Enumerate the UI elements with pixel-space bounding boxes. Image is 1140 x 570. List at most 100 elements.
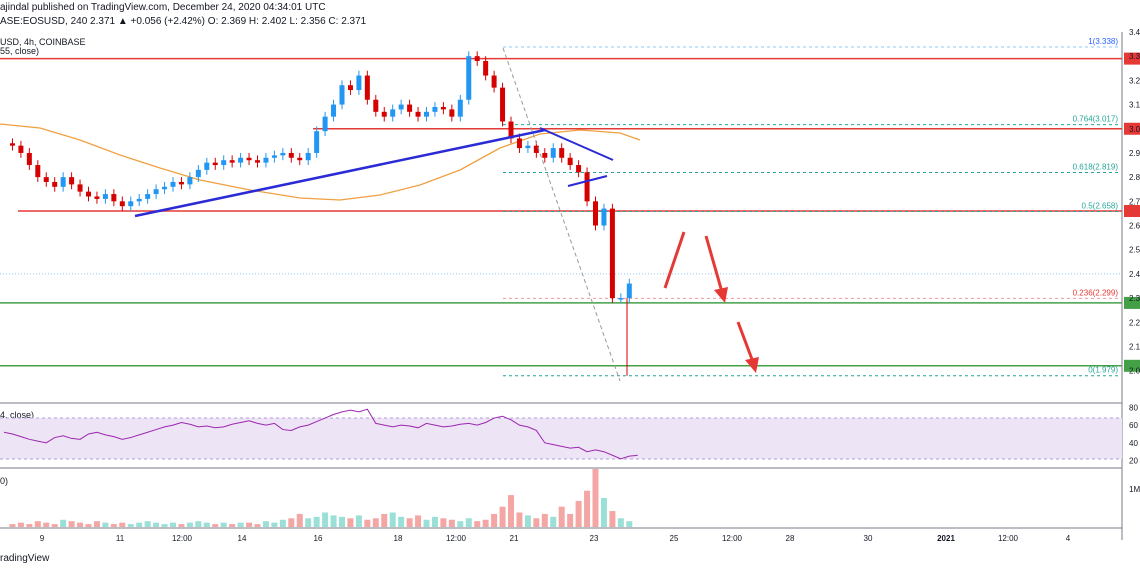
volume-bar [17,522,24,527]
candle-body [246,157,252,161]
candle-body [593,201,598,226]
candle-body [60,177,66,187]
volume-bar [296,513,303,527]
resistance-level-tag [1124,205,1140,217]
volume-bar [305,518,312,527]
fib-label: 0(1.979) [1088,366,1118,375]
volume-bar [541,513,548,527]
rsi-tick: 20 [1129,457,1138,466]
candle-body [533,145,539,153]
volume-bar [212,524,219,527]
price-tick: 3.0 [1129,125,1140,134]
candle-body [542,152,548,158]
volume-bar [431,516,438,527]
volume-bar [626,521,633,527]
candle-body [128,201,134,207]
time-tick: 12:00 [722,534,743,543]
fib-label: 0.764(3.017) [1073,115,1119,124]
volume-bar [288,518,295,527]
volume-bar [237,522,244,527]
time-tick: 21 [510,534,519,543]
support-level-tag [1124,296,1140,309]
candle-body [221,160,227,166]
price-tick: 2.5 [1129,246,1140,255]
candle-body [136,198,142,202]
fib-label: 0.618(2.819) [1073,163,1119,172]
volume-bar [600,498,607,527]
candle-body [271,155,277,158]
volume-bar [26,524,33,527]
volume-bar [119,522,126,527]
volume-bar [516,512,523,527]
candle-body [204,162,210,170]
volume-bar [330,515,337,527]
volume-bar [617,518,624,527]
candle-body [567,157,573,166]
time-tick: 14 [238,534,247,543]
time-tick: 2021 [937,534,955,543]
volume-bar [567,513,574,527]
candle-body [550,148,556,158]
candle-body [162,186,168,190]
price-tick: 3.2 [1129,76,1140,85]
volume-bar [508,495,514,527]
candle-body [238,157,244,163]
time-tick: 12:00 [172,534,193,543]
volume-bar [262,521,269,527]
candle-body [255,160,260,163]
candle-body [525,145,531,149]
volume-bar [355,515,362,527]
candle-body [373,99,379,112]
resistance-level-tag [1124,122,1140,135]
fib-label: 0.5(2.658) [1082,201,1119,210]
volume-bar [34,521,41,527]
candle-body [424,111,429,117]
volume-bar [127,524,134,527]
candle-body [618,298,624,300]
volume-bar [110,524,117,527]
ascending-trendline[interactable] [134,128,546,218]
volume-bar [465,518,472,527]
triangle-lower-line[interactable] [567,175,608,187]
publish-info: ajindal published on TradingView.com, De… [0,2,326,13]
candle-body [26,152,32,166]
triangle-upper-line[interactable] [539,127,614,161]
volume-bar [229,524,236,527]
volume-bar [161,524,168,527]
candle-body [35,165,41,178]
volume-bar [203,522,210,527]
price-tick: 2.7 [1129,197,1140,206]
arrow-down-1-head [714,287,728,303]
candle-body [187,177,193,185]
candle-body [626,283,632,299]
candle-body [339,85,345,105]
candle-body [77,184,83,192]
volume-bar [491,513,498,527]
rsi-tick: 80 [1129,403,1138,412]
arrow-down-2-head [745,357,759,373]
volume-bar [575,500,582,527]
candle-body [601,208,607,226]
fib-label: 1(3.338) [1088,37,1118,46]
arrow-down-2 [736,321,755,363]
volume-bar [313,516,320,527]
candle-body [153,189,159,195]
candle-body [576,165,582,173]
volume-bar [550,516,557,527]
candle-body [195,169,201,178]
candle-body [9,143,15,146]
symbol-label: USD, 4h, COINBASE [0,37,86,47]
candle-body [457,99,463,117]
volume-bar [389,512,396,527]
time-tick: 16 [314,534,323,543]
candle-body [347,85,353,91]
price-tick: 3.4 [1129,28,1140,37]
volume-bar [9,524,16,527]
volume-bar [592,469,599,527]
candle-body [229,160,235,163]
candle-body [86,191,91,197]
volume-bar [364,519,371,527]
support-level-tag [1124,359,1140,372]
candle-body [584,172,590,202]
